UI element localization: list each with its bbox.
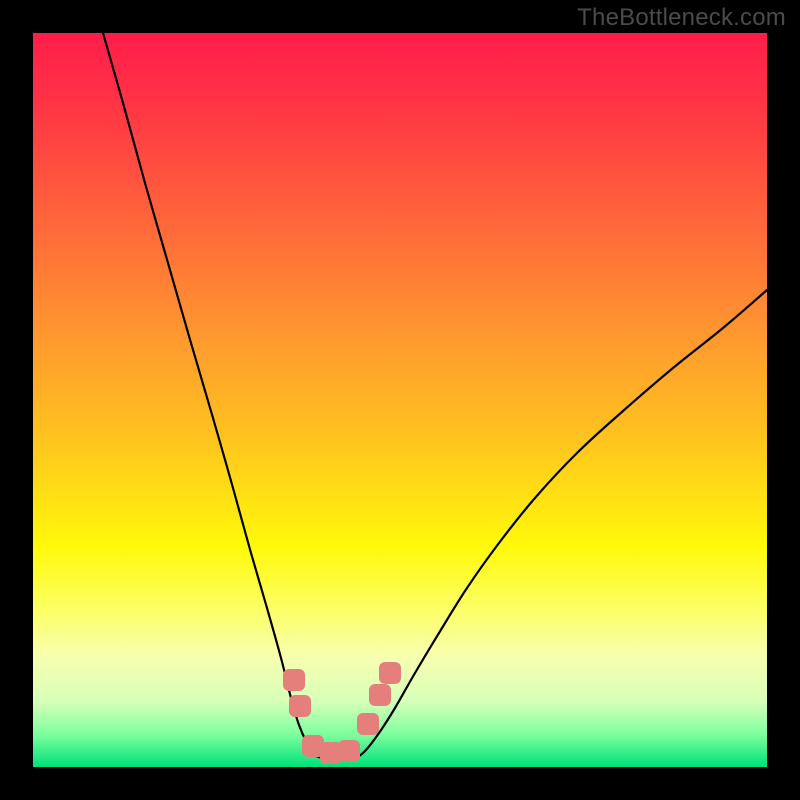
data-marker (338, 740, 360, 762)
bottleneck-curve (103, 33, 767, 760)
data-marker (369, 684, 391, 706)
watermark-text: TheBottleneck.com (577, 4, 786, 32)
chart-svg (0, 0, 800, 800)
data-marker (379, 662, 401, 684)
data-marker (289, 695, 311, 717)
data-marker (283, 669, 305, 691)
data-marker (357, 713, 379, 735)
